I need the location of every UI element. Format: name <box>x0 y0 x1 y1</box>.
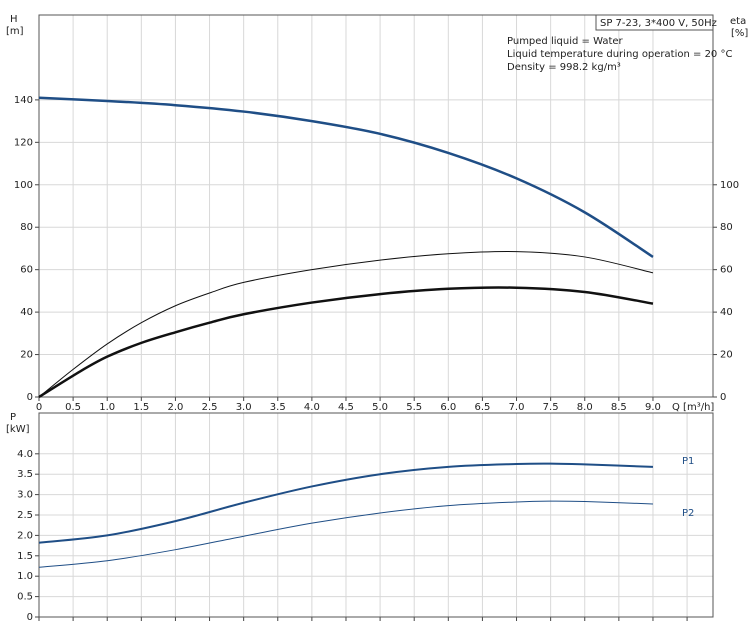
y-tick-label: 0.5 <box>17 592 33 603</box>
plot-frame <box>38 412 714 618</box>
y2-tick-label: 80 <box>720 222 733 233</box>
y-tick-label: 80 <box>20 222 33 233</box>
x-tick-label: 2.0 <box>167 402 183 413</box>
title-box <box>595 14 714 31</box>
y-tick-label: 0 <box>27 392 33 403</box>
curve <box>38 96 654 258</box>
x-tick-label: 4.5 <box>338 402 354 413</box>
curve <box>38 251 654 398</box>
x-axis-label: Q [m³/h] <box>672 402 714 413</box>
y-tick-label: 140 <box>14 95 33 106</box>
x-tick-label: 6.5 <box>474 402 490 413</box>
curve <box>38 286 654 399</box>
y-tick-label: 1.0 <box>17 571 33 582</box>
y2-tick-label: 40 <box>720 307 733 318</box>
curve <box>38 500 653 568</box>
chart-title: SP 7-23, 3*400 V, 50Hz <box>600 18 717 29</box>
annotation: Liquid temperature during operation = 20… <box>507 49 732 60</box>
y2-tick-label: 20 <box>720 350 733 361</box>
y2-tick-label: 60 <box>720 265 733 276</box>
x-tick-label: 4.0 <box>304 402 320 413</box>
x-tick-label: 2.5 <box>202 402 218 413</box>
annotation: Pumped liquid = Water <box>507 36 624 47</box>
x-tick-label: 8.0 <box>577 402 593 413</box>
y-tick-label: 2.5 <box>17 510 33 521</box>
y-tick-label: 40 <box>20 307 33 318</box>
y-tick-label: 4.0 <box>17 449 33 460</box>
y-tick-label: 100 <box>14 180 33 191</box>
y-tick-label: 0 <box>27 612 33 623</box>
x-tick-label: 7.5 <box>543 402 559 413</box>
y-tick-label: 120 <box>14 137 33 148</box>
x-tick-label: 9.0 <box>645 402 661 413</box>
x-tick-label: 1.0 <box>99 402 115 413</box>
x-tick-label: 5.5 <box>406 402 422 413</box>
x-tick-label: 0 <box>36 402 42 413</box>
y2-axis-label: eta <box>730 16 746 27</box>
y-tick-label: 20 <box>20 350 33 361</box>
y-axis-unit: [kW] <box>6 424 30 435</box>
y-axis-label: P <box>10 412 16 423</box>
curve <box>38 462 654 544</box>
x-tick-label: 3.0 <box>236 402 252 413</box>
y2-tick-label: 100 <box>720 180 739 191</box>
y-tick-label: 3.5 <box>17 469 33 480</box>
series-label: P1 <box>682 456 694 467</box>
series-label: P2 <box>682 508 694 519</box>
y-tick-label: 2.0 <box>17 530 33 541</box>
y-axis-label: H <box>10 14 18 25</box>
x-tick-label: 3.5 <box>270 402 286 413</box>
x-tick-label: 8.5 <box>611 402 627 413</box>
plot-frame <box>38 14 714 398</box>
y-tick-label: 3.0 <box>17 490 33 501</box>
x-tick-label: 5.0 <box>372 402 388 413</box>
y2-tick-label: 0 <box>720 392 726 403</box>
x-tick-label: 7.0 <box>509 402 525 413</box>
annotation: Density = 998.2 kg/m³ <box>507 62 621 73</box>
y2-axis-unit: [%] <box>731 28 748 39</box>
y-tick-label: 60 <box>20 265 33 276</box>
y-tick-label: 1.5 <box>17 551 33 562</box>
x-tick-label: 1.5 <box>133 402 149 413</box>
x-tick-label: 6.0 <box>440 402 456 413</box>
x-tick-label: 0.5 <box>65 402 81 413</box>
y-axis-unit: [m] <box>6 26 24 37</box>
